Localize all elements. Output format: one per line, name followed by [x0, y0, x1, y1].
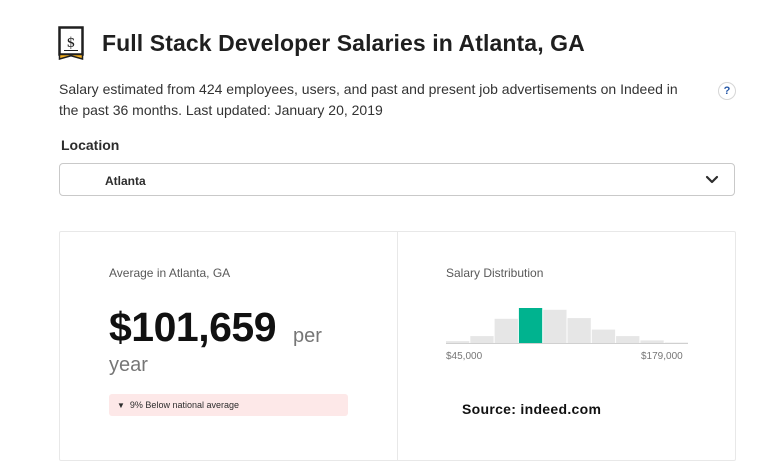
- help-button[interactable]: ?: [718, 82, 736, 100]
- histogram-bar: [640, 340, 664, 344]
- comparison-text: 9% Below national average: [129, 400, 239, 410]
- average-salary-amount: $101,659: [109, 304, 277, 350]
- histogram-bar: [470, 336, 494, 344]
- page-title: Full Stack Developer Salaries in Atlanta…: [102, 29, 585, 56]
- salary-histogram: [446, 308, 688, 344]
- salary-per-label: per: [293, 325, 322, 347]
- location-selected-value: Atlanta: [105, 174, 146, 188]
- histogram-bar-highlight: [518, 308, 543, 344]
- salary-period-label: year: [109, 354, 148, 376]
- down-arrow-icon: ▼: [117, 400, 125, 410]
- histogram-bar: [543, 309, 567, 344]
- histogram-bar: [446, 341, 470, 344]
- distribution-label: Salary Distribution: [446, 266, 544, 280]
- page-header: $ Full Stack Developer Salaries in Atlan…: [58, 26, 585, 60]
- national-comparison-badge: ▼ 9% Below national average: [109, 394, 348, 416]
- chevron-down-icon: [704, 173, 720, 187]
- histogram-bar: [494, 318, 518, 344]
- location-select[interactable]: Atlanta: [59, 163, 735, 196]
- source-note: Source: indeed.com: [462, 401, 602, 417]
- salary-document-icon: $: [58, 26, 84, 60]
- location-label: Location: [61, 137, 120, 153]
- salary-card: Average in Atlanta, GA $101,659 per year…: [59, 231, 736, 461]
- histogram-bar: [616, 336, 640, 344]
- card-divider: [397, 232, 398, 460]
- histogram-bar: [567, 318, 591, 344]
- average-label: Average in Atlanta, GA: [109, 266, 231, 280]
- salary-description: Salary estimated from 424 employees, use…: [59, 81, 678, 118]
- histogram-bar: [591, 329, 616, 344]
- svg-text:$: $: [67, 35, 76, 51]
- distribution-max-label: $179,000: [641, 351, 683, 362]
- distribution-min-label: $45,000: [446, 351, 483, 362]
